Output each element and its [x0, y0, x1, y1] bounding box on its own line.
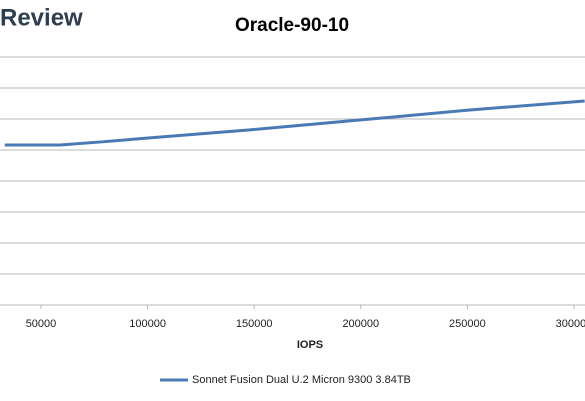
x-tick-label: 150000	[236, 318, 273, 330]
logo: Review	[0, 4, 83, 31]
x-tick-label: 100000	[129, 318, 166, 330]
x-tick-label: 50000	[26, 318, 57, 330]
x-axis-title: IOPS	[297, 339, 323, 351]
legend-label: Sonnet Fusion Dual U.2 Micron 9300 3.84T…	[192, 374, 411, 386]
chart-title: Oracle-90-10	[235, 15, 349, 36]
x-tick-label: 250000	[449, 318, 486, 330]
x-tick-label: 300000	[556, 318, 585, 330]
x-tick-label: 200000	[342, 318, 379, 330]
series-line	[4, 99, 585, 147]
